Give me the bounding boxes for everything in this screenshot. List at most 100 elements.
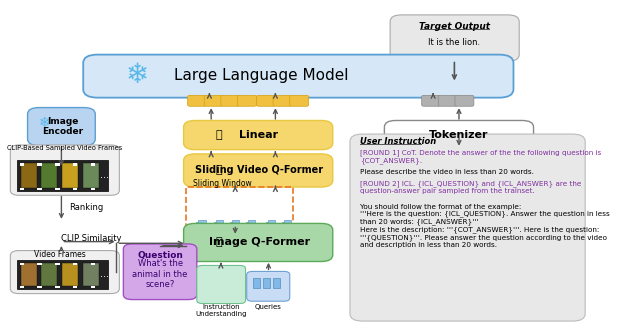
FancyBboxPatch shape [188, 95, 207, 106]
FancyBboxPatch shape [232, 220, 239, 227]
Text: 🔥: 🔥 [216, 237, 223, 247]
FancyBboxPatch shape [204, 95, 223, 106]
FancyBboxPatch shape [73, 263, 77, 265]
FancyBboxPatch shape [273, 278, 280, 288]
FancyBboxPatch shape [192, 226, 200, 233]
FancyBboxPatch shape [253, 278, 260, 288]
FancyBboxPatch shape [10, 145, 119, 195]
FancyBboxPatch shape [28, 108, 95, 146]
FancyBboxPatch shape [225, 226, 233, 233]
Text: Sliding Video Q-Former: Sliding Video Q-Former [195, 166, 323, 175]
FancyBboxPatch shape [20, 188, 24, 190]
FancyBboxPatch shape [266, 222, 273, 229]
FancyBboxPatch shape [221, 95, 240, 106]
Text: Image
Encoder: Image Encoder [43, 117, 84, 136]
Text: Large Language Model: Large Language Model [174, 68, 348, 83]
FancyBboxPatch shape [20, 263, 36, 286]
FancyBboxPatch shape [55, 163, 60, 166]
FancyBboxPatch shape [284, 220, 291, 227]
FancyBboxPatch shape [184, 154, 333, 187]
FancyBboxPatch shape [10, 251, 119, 294]
Text: CLIP-Based Sampled Video Frames: CLIP-Based Sampled Video Frames [7, 145, 122, 151]
FancyBboxPatch shape [264, 224, 271, 231]
FancyBboxPatch shape [422, 95, 440, 106]
FancyBboxPatch shape [73, 163, 77, 166]
Text: [ROUND 2] ICL. {ICL_QUESTION} and {ICL_ANSWER} are the
question-answer pair samp: [ROUND 2] ICL. {ICL_QUESTION} and {ICL_A… [360, 180, 581, 194]
FancyBboxPatch shape [17, 260, 108, 289]
Text: 🔥: 🔥 [216, 166, 223, 175]
FancyBboxPatch shape [42, 163, 58, 188]
Text: Question: Question [137, 251, 183, 260]
FancyBboxPatch shape [55, 263, 60, 265]
Text: ...: ... [100, 269, 109, 279]
FancyBboxPatch shape [278, 226, 285, 233]
FancyBboxPatch shape [246, 222, 253, 229]
Text: Instruction
Understanding: Instruction Understanding [195, 304, 246, 317]
FancyBboxPatch shape [91, 163, 95, 166]
FancyBboxPatch shape [273, 95, 292, 106]
FancyBboxPatch shape [257, 95, 275, 106]
Text: What's the
animal in the
scene?: What's the animal in the scene? [132, 259, 188, 289]
FancyBboxPatch shape [237, 95, 257, 106]
Text: Linear: Linear [239, 130, 278, 140]
FancyBboxPatch shape [195, 224, 202, 231]
FancyBboxPatch shape [37, 163, 42, 166]
FancyBboxPatch shape [42, 263, 58, 286]
FancyBboxPatch shape [282, 222, 289, 229]
Text: Please describe the video in less than 20 words.: Please describe the video in less than 2… [360, 169, 534, 175]
FancyBboxPatch shape [20, 263, 24, 265]
Text: It is the lion.: It is the lion. [428, 38, 481, 47]
Text: Tokenizer: Tokenizer [429, 130, 489, 140]
FancyBboxPatch shape [73, 188, 77, 190]
Text: 🔥: 🔥 [216, 130, 223, 140]
Text: Sliding Window: Sliding Window [193, 179, 252, 188]
FancyBboxPatch shape [211, 224, 219, 231]
FancyBboxPatch shape [262, 226, 269, 233]
FancyBboxPatch shape [62, 163, 78, 188]
FancyBboxPatch shape [214, 222, 221, 229]
FancyBboxPatch shape [83, 263, 99, 286]
FancyBboxPatch shape [20, 163, 24, 166]
FancyBboxPatch shape [196, 222, 204, 229]
Text: Image Q-Former: Image Q-Former [209, 237, 310, 247]
FancyBboxPatch shape [124, 244, 196, 300]
FancyBboxPatch shape [55, 286, 60, 288]
FancyBboxPatch shape [438, 95, 457, 106]
FancyBboxPatch shape [91, 188, 95, 190]
FancyBboxPatch shape [216, 220, 223, 227]
FancyBboxPatch shape [244, 224, 251, 231]
FancyBboxPatch shape [184, 120, 333, 150]
FancyBboxPatch shape [390, 15, 519, 61]
FancyBboxPatch shape [55, 188, 60, 190]
FancyBboxPatch shape [20, 163, 36, 188]
FancyBboxPatch shape [73, 286, 77, 288]
Text: CLIP Similarity: CLIP Similarity [61, 234, 122, 243]
FancyBboxPatch shape [248, 220, 255, 227]
FancyBboxPatch shape [184, 223, 333, 261]
FancyBboxPatch shape [37, 188, 42, 190]
FancyBboxPatch shape [230, 222, 237, 229]
Text: ❄: ❄ [39, 116, 51, 130]
FancyBboxPatch shape [455, 95, 474, 106]
FancyBboxPatch shape [209, 226, 217, 233]
FancyBboxPatch shape [83, 55, 513, 98]
FancyBboxPatch shape [91, 286, 95, 288]
FancyBboxPatch shape [198, 220, 206, 227]
FancyBboxPatch shape [37, 286, 42, 288]
Text: You should follow the format of the example:
'''Here is the question: {ICL_QUEST: You should follow the format of the exam… [360, 204, 609, 248]
Text: [ROUND 1] CoT. Denote the answer of the the following question is
{COT_ANSWER}.: [ROUND 1] CoT. Denote the answer of the … [360, 150, 601, 164]
Text: Ranking: Ranking [69, 203, 103, 212]
FancyBboxPatch shape [280, 224, 287, 231]
FancyBboxPatch shape [91, 263, 95, 265]
FancyBboxPatch shape [17, 160, 108, 191]
Text: Video Frames: Video Frames [35, 250, 86, 259]
FancyBboxPatch shape [290, 95, 308, 106]
FancyBboxPatch shape [196, 265, 246, 304]
FancyBboxPatch shape [385, 120, 534, 150]
FancyBboxPatch shape [62, 263, 78, 286]
FancyBboxPatch shape [350, 134, 585, 321]
FancyBboxPatch shape [20, 286, 24, 288]
Text: Target Output: Target Output [419, 22, 490, 31]
FancyBboxPatch shape [241, 226, 249, 233]
Text: User Instruction: User Instruction [360, 137, 436, 146]
